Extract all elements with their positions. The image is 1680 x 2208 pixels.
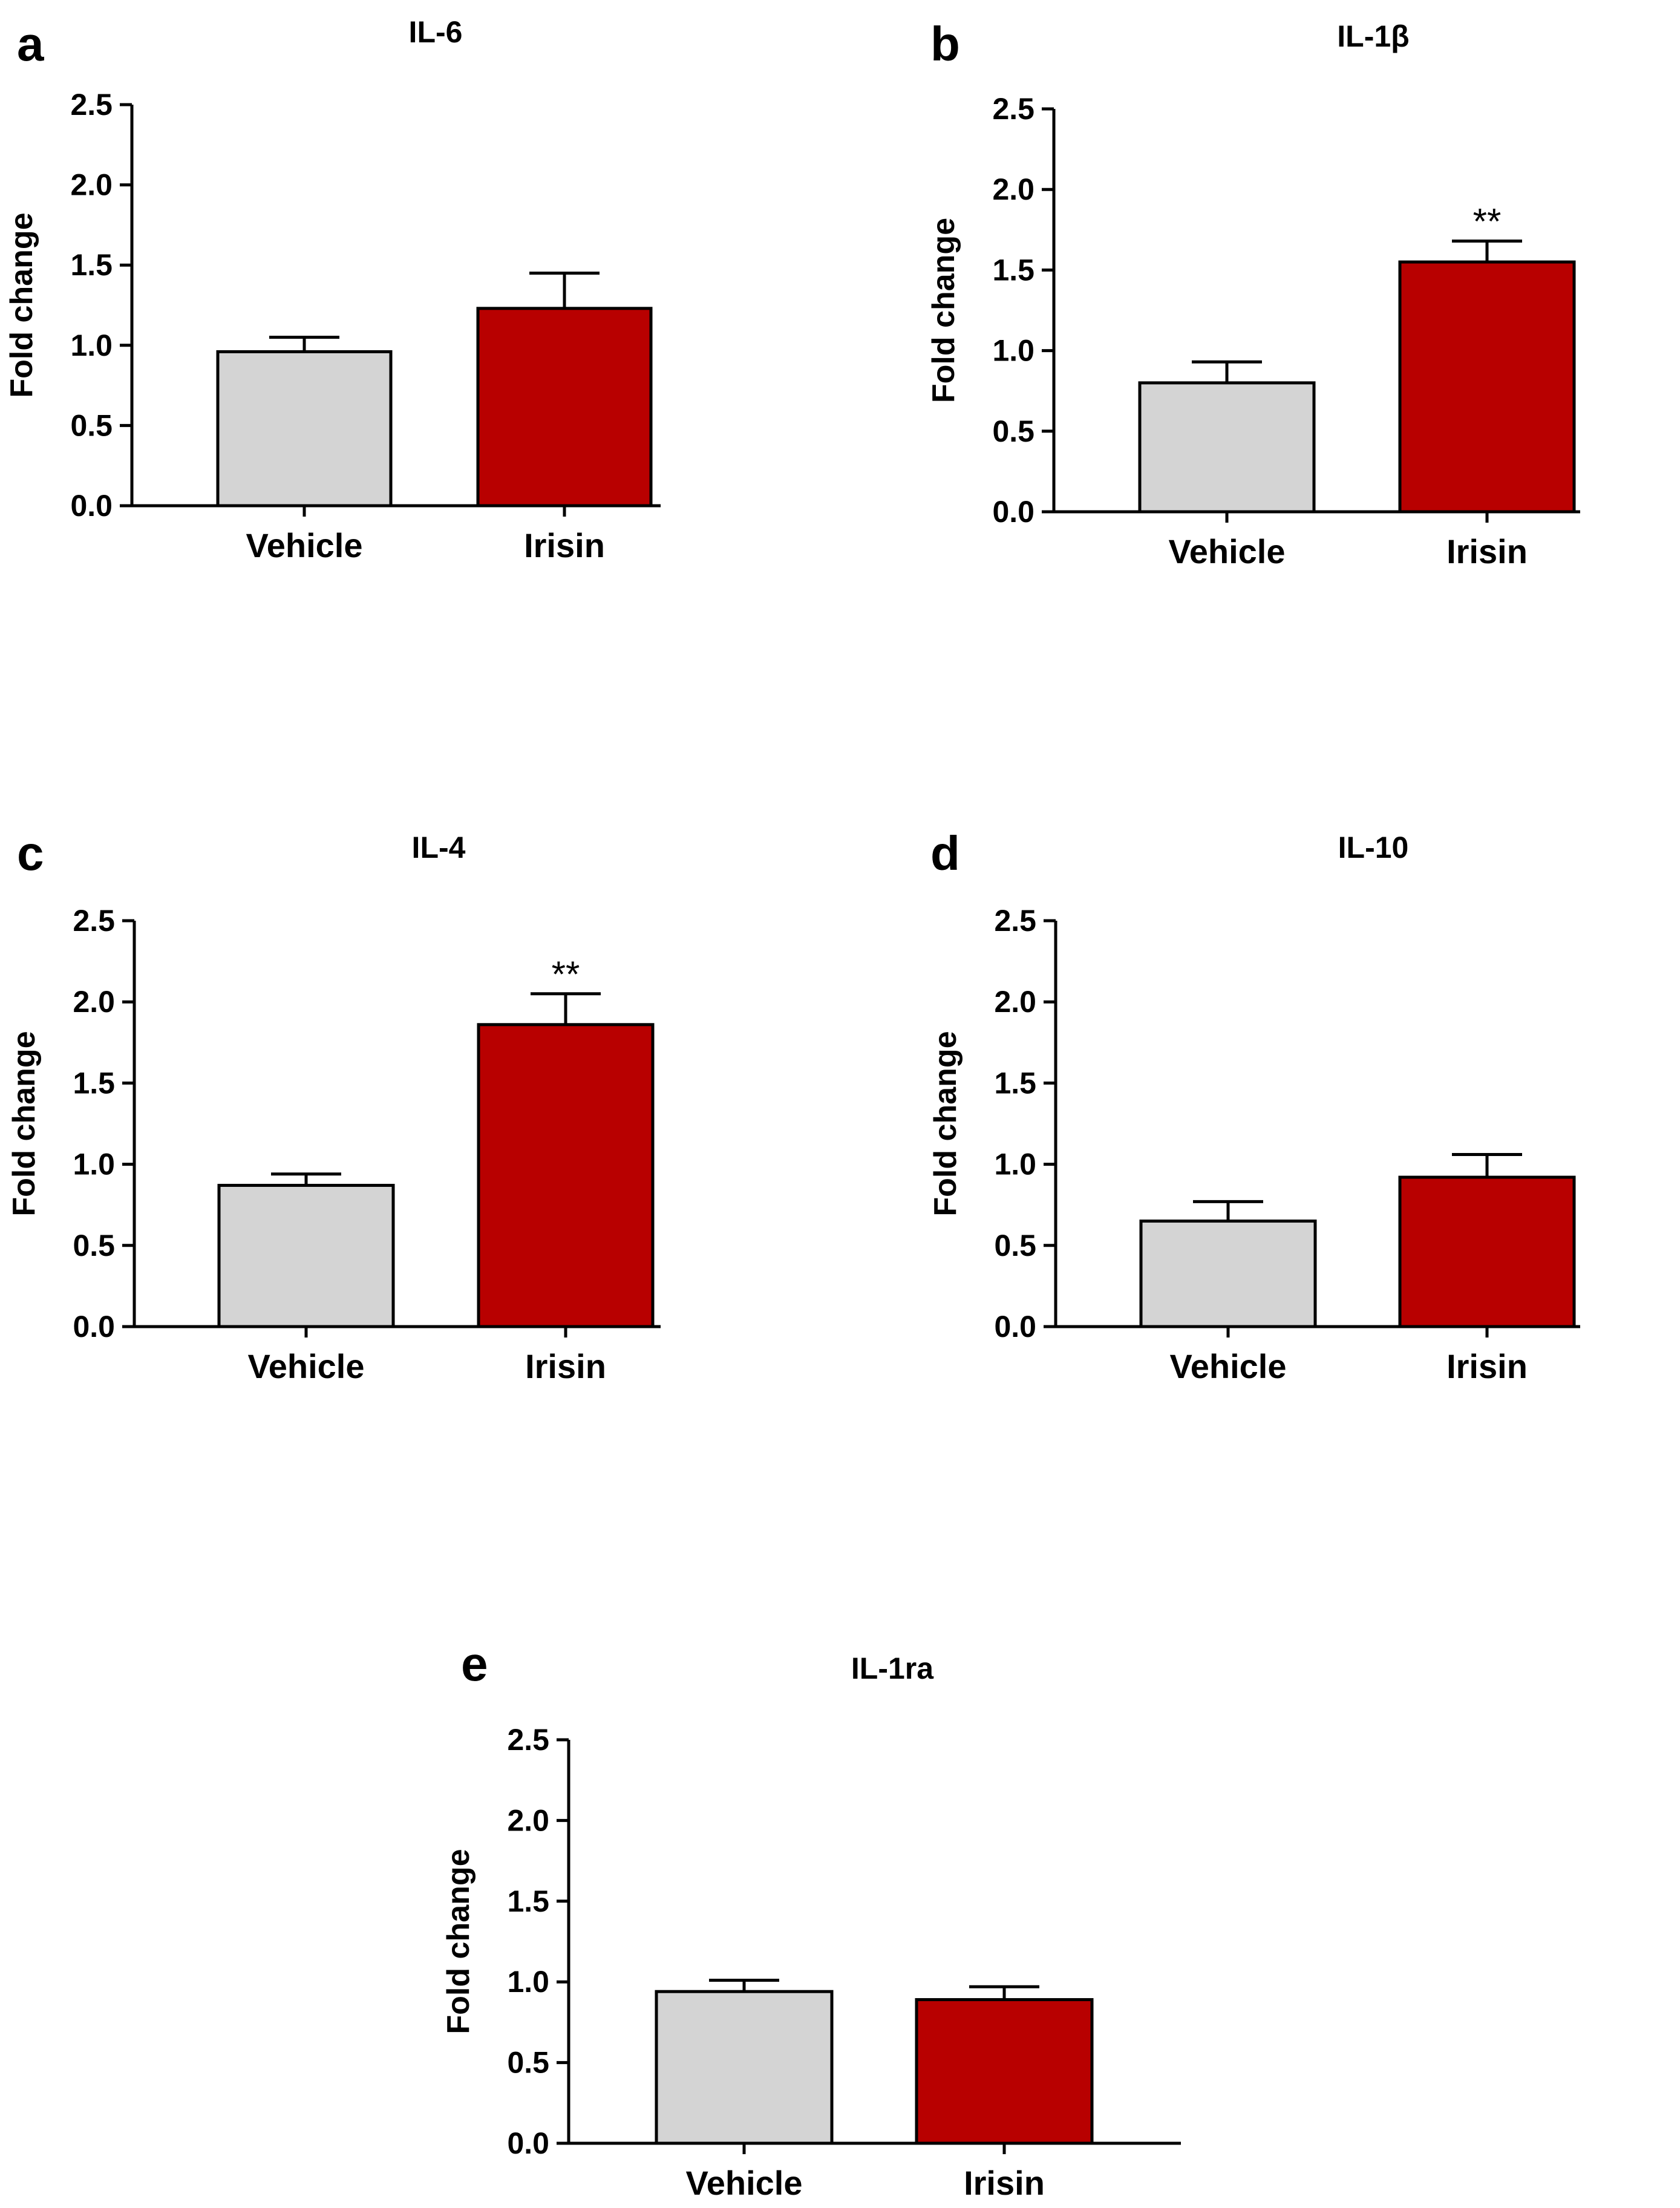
y-tick-label: 1.5 (992, 253, 1034, 287)
y-tick-label: 1.5 (507, 1884, 549, 1918)
y-tick-label: 1.0 (507, 1965, 549, 1999)
x-tick-label-vehicle: Vehicle (247, 1347, 364, 1385)
y-tick-label: 2.0 (70, 168, 113, 202)
bar-irisin (915, 1998, 1094, 2145)
y-tick-label: 0.0 (70, 489, 113, 523)
chart-panel-c: c IL-4 Fold change 0.0 0.5 1.0 1.5 2.0 2.5 Vehicl… (7, 826, 661, 1385)
y-axis-title: Fold change (928, 1031, 963, 1216)
chart-title: IL-10 (1338, 831, 1409, 864)
y-axis-title: Fold change (441, 1849, 476, 2034)
y-tick-label: 1.5 (70, 248, 113, 282)
chart-panel-d: d IL-10 Fold change 0.0 0.5 1.0 1.5 2.0 2.5 Vehic… (928, 826, 1580, 1385)
y-tick-label: 0.0 (73, 1310, 115, 1344)
panel-letter: d (930, 826, 960, 880)
y-axis-title: Fold change (7, 1031, 42, 1216)
y-axis-title: Fold change (926, 218, 961, 403)
y-tick-label: 0.0 (992, 495, 1034, 529)
x-tick-label-vehicle: Vehicle (1168, 532, 1285, 570)
y-tick-label: 0.5 (70, 408, 113, 442)
chart-panel-b: b IL-1β Fold change 0.0 0.5 1.0 1.5 2.0 2.5 Vehic… (926, 17, 1580, 570)
panel-letter: e (461, 1637, 488, 1691)
y-tick-label: 1.0 (70, 328, 113, 362)
y-tick-label: 2.5 (992, 92, 1034, 126)
x-tick-label-irisin: Irisin (964, 2164, 1045, 2202)
panel-letter: a (17, 17, 44, 71)
x-tick-label-vehicle: Vehicle (246, 526, 362, 564)
y-tick-label: 2.5 (70, 88, 113, 122)
significance-marker: ** (1473, 201, 1502, 241)
y-tick-label: 0.0 (507, 2126, 549, 2160)
y-tick-label: 1.0 (994, 1148, 1036, 1181)
bar-vehicle (216, 350, 393, 508)
bar-vehicle (655, 1990, 834, 2145)
x-tick-label-irisin: Irisin (1446, 1347, 1528, 1385)
chart-title: IL-1ra (851, 1651, 934, 1685)
y-tick-label: 0.5 (507, 2046, 549, 2080)
panel-letter: c (17, 826, 44, 880)
y-tick-label: 0.0 (994, 1310, 1036, 1344)
y-tick-label: 2.0 (507, 1803, 549, 1837)
chart-panel-e: e IL-1ra Fold change 0.0 0.5 1.0 1.5 2.0 2.5 Vehi… (441, 1637, 1181, 2202)
y-axis-title: Fold change (4, 212, 39, 397)
y-tick-label: 2.0 (992, 172, 1034, 206)
bar-irisin (476, 307, 653, 508)
chart-title: IL-6 (409, 15, 463, 49)
y-tick-label: 2.0 (994, 985, 1036, 1019)
bar-irisin (477, 1023, 655, 1328)
y-tick-label: 1.5 (73, 1066, 115, 1100)
y-tick-label: 0.5 (73, 1229, 115, 1262)
y-tick-label: 1.5 (994, 1066, 1036, 1100)
y-tick-label: 2.0 (73, 985, 115, 1019)
y-tick-label: 0.5 (992, 414, 1034, 448)
bar-vehicle (217, 1183, 395, 1328)
y-tick-label: 1.0 (73, 1148, 115, 1181)
y-tick-label: 1.0 (992, 334, 1034, 368)
x-tick-label-vehicle: Vehicle (1169, 1347, 1286, 1385)
chart-title: IL-4 (412, 831, 466, 864)
bar-irisin (1398, 1175, 1576, 1328)
chart-panel-a: a IL-6 Fold change 0.0 0.5 1.0 1.5 2.0 2.5 Vehicl… (4, 15, 661, 564)
y-tick-label: 2.5 (994, 904, 1036, 938)
panel-letter: b (930, 17, 960, 71)
bar-vehicle (1138, 381, 1316, 514)
x-tick-label-irisin: Irisin (524, 526, 605, 564)
y-tick-label: 2.5 (507, 1723, 549, 1757)
chart-title: IL-1β (1337, 19, 1409, 53)
significance-marker: ** (552, 954, 580, 995)
y-tick-label: 2.5 (73, 904, 115, 938)
bar-vehicle (1139, 1220, 1317, 1328)
x-tick-label-irisin: Irisin (1446, 532, 1528, 570)
x-tick-label-irisin: Irisin (525, 1347, 606, 1385)
x-tick-label-vehicle: Vehicle (685, 2164, 802, 2202)
bar-irisin (1398, 260, 1576, 514)
y-tick-label: 0.5 (994, 1229, 1036, 1262)
